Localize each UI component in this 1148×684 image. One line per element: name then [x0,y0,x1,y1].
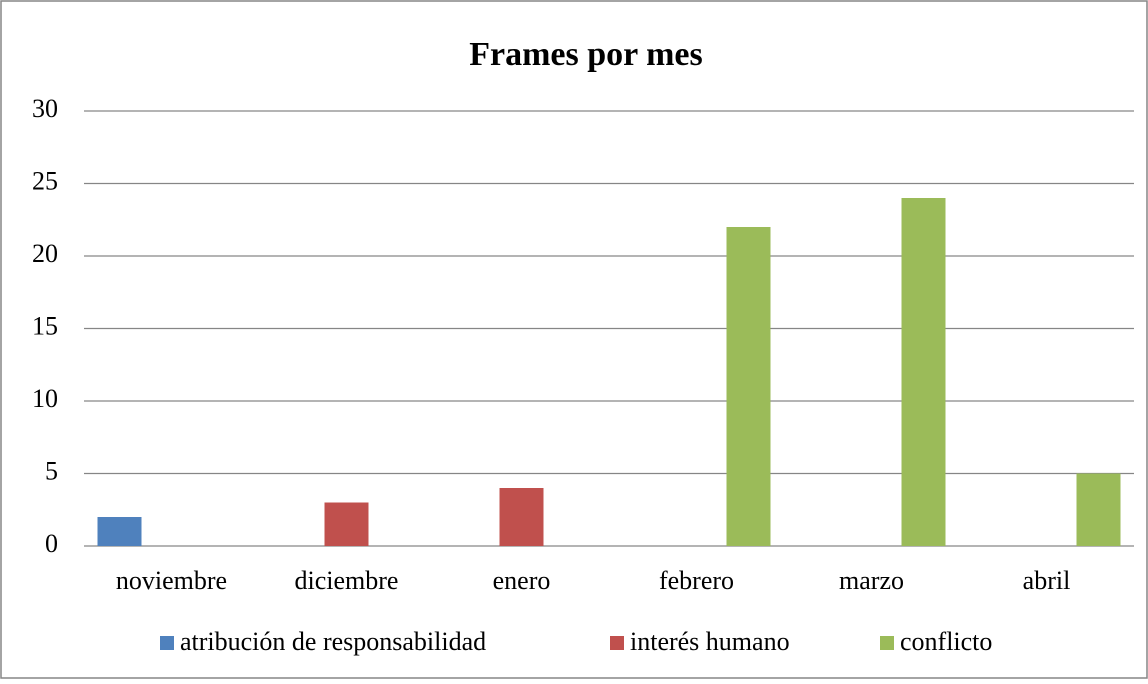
legend-label: interés humano [630,627,790,656]
bar [726,227,771,546]
legend-swatch [880,636,894,650]
legend-swatch [160,636,174,650]
x-tick-label: marzo [839,566,904,595]
y-tick-label: 25 [32,166,58,195]
bar [499,488,544,546]
x-tick-label: abril [1023,566,1071,595]
y-tick-label: 10 [32,384,58,413]
y-tick-label: 0 [45,529,58,558]
bar [97,517,142,546]
y-tick-label: 5 [45,456,58,485]
bar [1076,473,1121,546]
chart-title: Frames por mes [469,36,703,73]
x-tick-label: enero [493,566,551,595]
y-tick-label: 15 [32,311,58,340]
x-tick-label: febrero [659,566,734,595]
y-tick-label: 30 [32,94,58,123]
legend-label: atribución de responsabilidad [180,627,486,656]
x-tick-label: diciembre [295,566,399,595]
legend-swatch [610,636,624,650]
bar [901,198,946,546]
y-tick-label: 20 [32,239,58,268]
legend-label: conflicto [900,627,992,656]
bar [324,502,369,546]
x-tick-label: noviembre [116,566,227,595]
